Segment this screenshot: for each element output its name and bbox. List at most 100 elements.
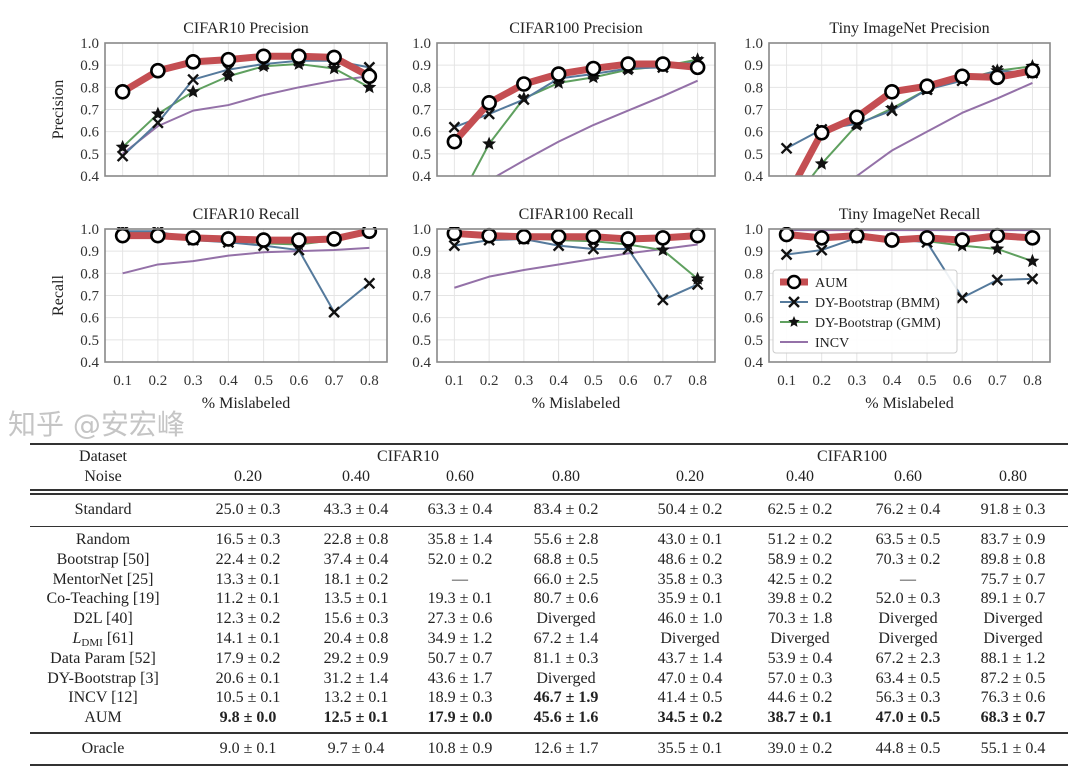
oracle-row-cell: 9.0 ± 0.1 <box>219 740 277 757</box>
data-point-aum <box>361 68 378 85</box>
table-row-cell: 47.0 ± 0.4 <box>657 669 723 687</box>
table-row-cell: 63.4 ± 0.5 <box>875 669 941 687</box>
plot-frame <box>436 228 716 363</box>
table-row-cell: 45.6 ± 1.6 <box>533 709 599 727</box>
data-point-aum <box>919 230 935 246</box>
x-axis-label: % Mislabeled <box>202 395 290 412</box>
chart-title: CIFAR10 Recall <box>193 206 300 223</box>
series-line-incv <box>494 79 699 176</box>
x-axis-label: % Mislabeled <box>532 395 620 412</box>
x-tick-label: 0.6 <box>619 373 638 389</box>
table-row-cell: 18.9 ± 0.3 <box>427 689 493 707</box>
table-rule <box>30 493 1068 495</box>
x-tick-label: 0.8 <box>360 373 379 389</box>
header-noise-level: 0.40 <box>342 468 370 485</box>
table-row-cell: 46.7 ± 1.9 <box>533 689 599 707</box>
data-point-aum <box>220 231 237 247</box>
method-name: Data Param [52] <box>50 649 156 667</box>
plot-frame <box>104 42 388 177</box>
x-tick-label: 0.7 <box>654 373 673 389</box>
data-point-aum <box>185 230 201 246</box>
oracle-row-cell: 9.7 ± 0.4 <box>327 740 385 757</box>
data-point-aum <box>655 56 671 72</box>
table-row-cell: Diverged <box>536 669 596 687</box>
y-tick-label: 0.4 <box>80 355 99 371</box>
data-point-bmm <box>956 291 969 304</box>
oracle-row-cell: 12.6 ± 1.7 <box>533 740 599 757</box>
table-row-cell: 22.4 ± 0.2 <box>215 550 281 568</box>
data-point-aum <box>620 231 636 247</box>
baseline-row-cell: 91.8 ± 0.3 <box>980 501 1046 518</box>
table-row-cell: 68.3 ± 0.7 <box>980 709 1046 727</box>
data-point-aum <box>813 230 830 246</box>
y-tick-label: 0.5 <box>80 333 99 349</box>
table-row-cell: 66.0 ± 2.5 <box>533 570 599 588</box>
table-rule <box>30 443 1068 445</box>
table-row-cell: 38.7 ± 0.1 <box>767 709 833 727</box>
table-row-cell: 13.3 ± 0.1 <box>215 570 281 588</box>
table-row-cell: 58.9 ± 0.2 <box>767 550 833 568</box>
x-tick-label: 0.7 <box>988 373 1007 389</box>
table-row-cell: 53.9 ± 0.4 <box>767 649 833 667</box>
table-row-cell: 42.5 ± 0.2 <box>767 570 833 588</box>
header-group: CIFAR10 <box>377 448 439 465</box>
data-point-aum <box>516 228 532 245</box>
x-tick-label: 0.2 <box>149 373 168 389</box>
y-tick-label: 1.0 <box>744 36 763 52</box>
data-point-bmm <box>691 278 704 291</box>
method-name: Random <box>75 531 131 548</box>
table-row-cell: 70.3 ± 1.8 <box>767 610 833 628</box>
data-point-aum <box>150 227 166 244</box>
method-name: D2L [40] <box>73 610 133 628</box>
baseline-row-cell: 43.3 ± 0.4 <box>323 501 389 518</box>
data-point-aum <box>114 227 131 244</box>
x-tick-label: 0.1 <box>777 373 796 389</box>
data-point-aum <box>114 83 131 100</box>
table-row-cell: 89.1 ± 0.7 <box>980 590 1046 608</box>
table-row-cell: 9.8 ± 0.0 <box>219 709 277 727</box>
x-tick-label: 0.3 <box>184 373 203 389</box>
plot-frame <box>104 228 388 363</box>
data-point-aum <box>185 54 201 70</box>
series-aum <box>446 56 706 150</box>
header-noise-level: 0.40 <box>786 468 814 485</box>
data-point-aum <box>446 227 463 242</box>
data-point-gmm <box>990 241 1005 255</box>
oracle-row-cell: 44.8 ± 0.5 <box>875 740 941 757</box>
table-row-cell: 34.5 ± 0.2 <box>657 709 723 727</box>
y-axis-label: Recall <box>50 275 67 316</box>
x-axis-label: % Mislabeled <box>865 395 953 412</box>
table-row-cell: 46.0 ± 1.0 <box>657 610 723 628</box>
data-point-aum <box>255 232 272 248</box>
legend-marker-circle <box>786 274 802 290</box>
table-row-cell: 10.5 ± 0.1 <box>215 689 281 707</box>
data-point-gmm <box>814 156 829 170</box>
table-row-cell: 16.5 ± 0.3 <box>215 531 281 548</box>
table-row-cell: 52.0 ± 0.2 <box>427 550 493 568</box>
plot-frame <box>436 42 716 177</box>
legend-label: INCV <box>815 336 849 351</box>
data-point-bmm <box>116 150 129 162</box>
table-row-cell: 44.6 ± 0.2 <box>767 689 833 707</box>
method-name: LDMI [61] <box>72 630 134 649</box>
table-row-cell: 17.9 ± 0.2 <box>215 649 281 667</box>
data-point-bmm <box>363 277 376 290</box>
data-point-bmm <box>328 306 340 318</box>
table-row-cell: 75.7 ± 0.7 <box>980 570 1046 588</box>
table-row-cell: 47.0 ± 0.5 <box>875 709 941 727</box>
chart-panel: 0.4 0.5 0.6 0.7 0.8 0.9 1.0 Tiny ImageNet Preci… <box>744 20 1051 185</box>
data-point-aum <box>220 51 237 68</box>
data-point-aum <box>446 133 463 150</box>
data-point-bmm <box>991 274 1004 286</box>
table-row-cell: 35.8 ± 1.4 <box>427 531 493 548</box>
table-rule <box>30 526 1068 528</box>
table-row-cell: 29.2 ± 0.9 <box>323 649 389 667</box>
y-tick-label: 0.9 <box>744 58 763 74</box>
data-point-aum <box>150 62 166 79</box>
y-tick-label: 0.8 <box>744 80 763 96</box>
x-tick-label: 0.7 <box>325 373 344 389</box>
table-row-cell: 14.1 ± 0.1 <box>215 630 281 647</box>
y-tick-label: 0.7 <box>744 103 763 119</box>
y-tick-label: 0.9 <box>744 244 763 260</box>
y-tick-label: 0.9 <box>80 244 99 260</box>
